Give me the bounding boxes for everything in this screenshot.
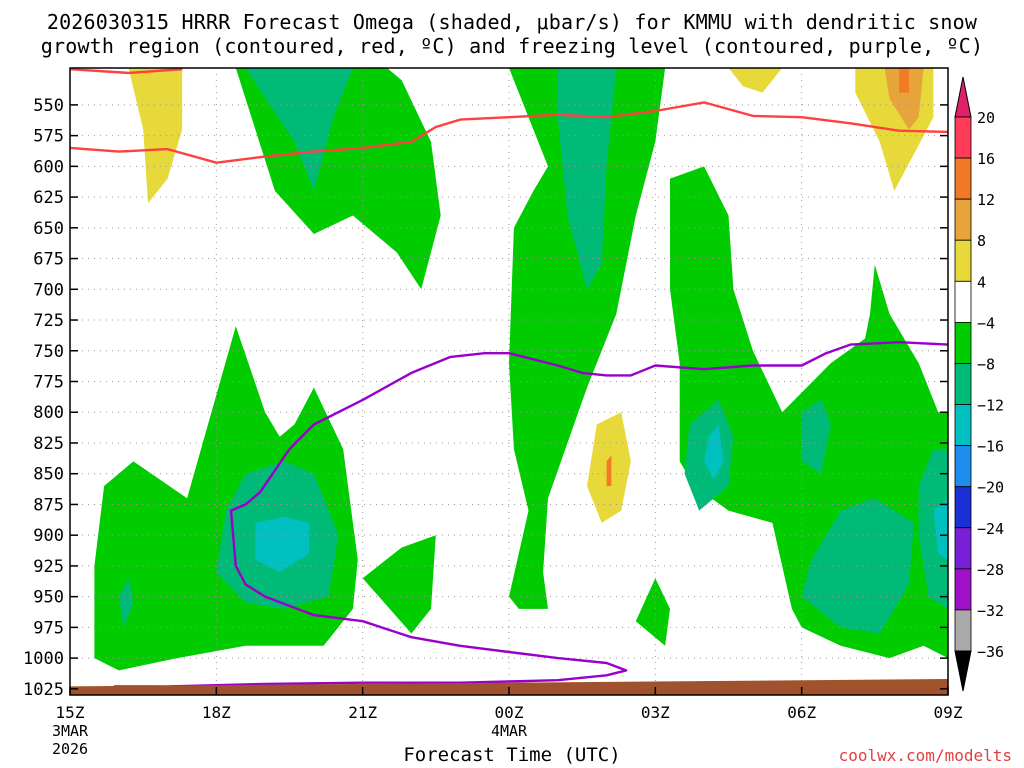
omega-region-0 — [148, 68, 441, 290]
colorbar-band-4 — [954, 280, 972, 323]
x-tick-label-03Z: 03Z — [641, 703, 670, 722]
x-tick-sublabel-15Z: 3MAR — [52, 722, 89, 740]
omega-region-20 — [884, 68, 924, 130]
y-tick-label-650: 650 — [33, 219, 64, 239]
y-tick-label-550: 550 — [33, 96, 64, 116]
colorbar-band-2 — [954, 198, 972, 241]
colorbar-label-3: 8 — [977, 232, 986, 250]
colorbar-band-10 — [954, 527, 972, 570]
y-tick-label-750: 750 — [33, 342, 64, 362]
colorbar-band-11 — [954, 568, 972, 611]
chart-title-line1: 2026030315 HRRR Forecast Omega (shaded, … — [46, 10, 978, 34]
colorbar-band-8 — [954, 445, 972, 488]
colorbar-band-9 — [954, 486, 972, 529]
y-tick-label-1000: 1000 — [23, 649, 64, 669]
x-tick-label-15Z: 15Z — [56, 703, 85, 722]
omega-region-9 — [918, 449, 948, 609]
omega-region-6 — [704, 424, 724, 480]
colorbar-band-0 — [954, 116, 972, 159]
y-tick-label-900: 900 — [33, 526, 64, 546]
x-tick-label-18Z: 18Z — [202, 703, 231, 722]
chart-title-line2: growth region (contoured, red, ºC) and f… — [40, 34, 984, 58]
colorbar-band-12 — [954, 609, 972, 652]
colorbar-label-7: −12 — [977, 397, 1004, 415]
omega-region-10 — [933, 498, 948, 560]
omega-region-13 — [255, 516, 309, 573]
omega-region-16 — [635, 578, 670, 646]
omega-region-1 — [245, 68, 353, 191]
y-tick-label-625: 625 — [33, 188, 64, 208]
x-tick-label-00Z: 00Z — [495, 703, 524, 722]
omega-region-3 — [557, 68, 617, 290]
colorbar-label-10: −24 — [977, 520, 1004, 538]
x-tick-label-06Z: 06Z — [787, 703, 816, 722]
omega-region-8 — [801, 498, 914, 634]
y-tick-label-950: 950 — [33, 588, 64, 608]
y-tick-label-700: 700 — [33, 280, 64, 300]
y-tick-label-775: 775 — [33, 373, 64, 393]
colorbar-label-0: 20 — [977, 109, 995, 127]
contour-line-1 — [70, 68, 183, 75]
y-tick-label-675: 675 — [33, 250, 64, 270]
omega-region-18 — [728, 68, 783, 93]
x-tick-year-15Z: 2026 — [52, 740, 88, 758]
omega-region-15 — [362, 535, 436, 634]
y-tick-label-575: 575 — [33, 127, 64, 147]
colorbar-label-1: 16 — [977, 150, 995, 168]
colorbar-label-2: 12 — [977, 191, 995, 209]
colorbar-band-1 — [954, 157, 972, 200]
credit-link[interactable]: coolwx.com/modelts — [838, 746, 1012, 765]
x-tick-sublabel-00Z: 4MAR — [491, 722, 528, 740]
y-tick-label-875: 875 — [33, 495, 64, 515]
colorbar-label-13: −36 — [977, 643, 1004, 661]
x-tick-label-09Z: 09Z — [934, 703, 963, 722]
colorbar-band-3 — [954, 239, 972, 282]
colorbar-band-5 — [954, 321, 972, 364]
omega-shaded-regions — [94, 68, 948, 671]
colorbar-label-12: −32 — [977, 602, 1004, 620]
colorbar-label-6: −8 — [977, 355, 995, 373]
omega-region-21 — [899, 68, 909, 93]
y-axis-ticks: 550 575 600 625 650 675 700 725 750 775 800 825 850 8… — [23, 96, 948, 700]
omega-region-17 — [128, 68, 183, 204]
colorbar-label-11: −28 — [977, 561, 1004, 579]
y-tick-label-800: 800 — [33, 403, 64, 423]
y-tick-label-825: 825 — [33, 434, 64, 454]
omega-region-23 — [606, 455, 612, 486]
colorbar-band-6 — [954, 363, 972, 405]
contour-line-0 — [70, 101, 948, 164]
omega-region-14 — [118, 578, 134, 628]
y-tick-label-725: 725 — [33, 311, 64, 331]
y-tick-label-600: 600 — [33, 157, 64, 177]
omega-colorbar: 20 16 12 8 4 −4 −8 −12 −16 −20 −24 −28 −32 −36 — [954, 76, 1004, 692]
colorbar-top-arrow — [954, 76, 972, 118]
omega-region-7 — [801, 399, 831, 474]
colorbar-label-5: −4 — [977, 314, 995, 332]
x-tick-label-21Z: 21Z — [348, 703, 377, 722]
colorbar-band-7 — [954, 404, 972, 447]
x-axis-title: Forecast Time (UTC) — [403, 744, 621, 766]
colorbar-bottom-arrow — [954, 650, 972, 692]
omega-region-2 — [509, 68, 666, 609]
y-tick-label-1025: 1025 — [23, 680, 64, 700]
contour-lines — [70, 68, 948, 688]
colorbar-label-9: −20 — [977, 479, 1004, 497]
y-tick-label-925: 925 — [33, 557, 64, 577]
y-tick-label-850: 850 — [33, 465, 64, 485]
colorbar-label-8: −16 — [977, 438, 1004, 456]
y-tick-label-975: 975 — [33, 618, 64, 638]
colorbar-label-4: 4 — [977, 273, 986, 291]
contour-line-2 — [113, 341, 948, 688]
